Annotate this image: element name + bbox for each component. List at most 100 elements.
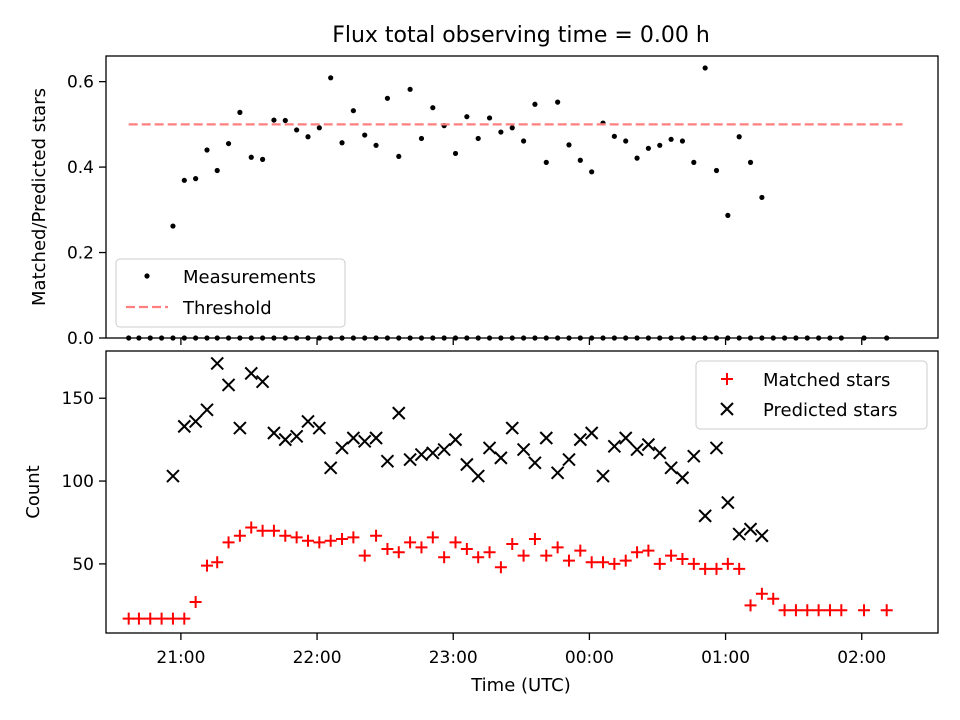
- matched-stars-point: [710, 562, 723, 575]
- predicted-stars-point: [675, 471, 690, 485]
- bottom-y-tick-label: 150: [62, 389, 94, 409]
- measurements-point: [384, 95, 391, 101]
- predicted-stars-point: [221, 378, 236, 392]
- measurements-point: [305, 134, 311, 140]
- matched-stars-point: [370, 529, 383, 542]
- matched-stars-point: [551, 541, 564, 554]
- predicted-stars-point: [584, 426, 599, 440]
- measurements-point: [555, 99, 561, 105]
- predicted-stars-point: [448, 432, 463, 447]
- matched-stars-point: [290, 531, 303, 544]
- measurements-point: [396, 153, 402, 160]
- measurements-point: [702, 65, 708, 71]
- matched-stars-point: [222, 536, 235, 549]
- measurements-point: [181, 177, 187, 183]
- measurements-point: [350, 108, 356, 114]
- matched-stars-point: [801, 604, 814, 617]
- measurements-point: [373, 142, 379, 148]
- bottom-y-tick-label: 50: [72, 555, 94, 575]
- matched-stars-point: [381, 542, 394, 555]
- matched-stars-point: [619, 554, 632, 567]
- predicted-stars-point: [188, 414, 203, 429]
- top-x-ticks: [180, 338, 863, 345]
- top-panel: 0.0 0.2 0.4 0.6 Matched/Predicted stars Mea…: [29, 55, 939, 349]
- bottom-legend: Matched stars Predicted stars: [695, 360, 928, 430]
- bottom-marks: [122, 356, 893, 625]
- matched-stars-point: [301, 534, 314, 547]
- measurements-point: [759, 194, 765, 201]
- predicted-stars-point: [166, 469, 180, 483]
- measurements-point: [328, 75, 334, 81]
- legend-predicted-marker: [720, 402, 734, 416]
- measurements-point: [418, 135, 425, 142]
- legend-predicted-label: Predicted stars: [763, 400, 897, 421]
- matched-stars-point: [313, 536, 326, 549]
- measurements-point: [679, 138, 686, 144]
- matched-stars-point: [211, 556, 224, 569]
- measurements-point: [259, 156, 266, 162]
- matched-stars-point: [540, 549, 553, 562]
- matched-stars-point: [358, 549, 371, 562]
- top-y-axis-label: Matched/Predicted stars: [29, 88, 50, 306]
- top-plot-frame: [105, 55, 939, 339]
- measurements-point: [486, 115, 493, 121]
- predicted-stars-point: [494, 451, 508, 465]
- top-y-tick-label: 0.2: [67, 244, 94, 264]
- predicted-stars-point: [516, 442, 531, 457]
- top-y-tick-label: 0.6: [67, 73, 94, 93]
- measurements-point: [520, 138, 527, 144]
- measurements-point: [736, 134, 742, 140]
- predicted-stars-point: [460, 457, 474, 472]
- predicted-stars-point: [653, 446, 667, 460]
- matched-stars-point: [789, 604, 802, 617]
- measurements-point: [713, 167, 720, 174]
- predicted-stars-point: [414, 447, 429, 462]
- predicted-stars-point: [482, 441, 497, 455]
- top-legend-box: [115, 258, 346, 328]
- measurements-point: [498, 129, 504, 135]
- matched-stars-point: [189, 596, 202, 609]
- matched-stars-point: [404, 536, 417, 549]
- predicted-stars-point: [619, 431, 633, 445]
- top-y-axis: 0.0 0.2 0.4 0.6: [67, 73, 106, 349]
- matched-stars-point: [631, 546, 644, 559]
- predicted-stars-point: [732, 527, 746, 541]
- top-y-tick-label: 0.0: [67, 329, 94, 349]
- measurements-point: [577, 157, 583, 163]
- matched-stars-point: [744, 599, 757, 612]
- measurements-point: [362, 132, 368, 138]
- matched-stars-point: [653, 557, 666, 570]
- x-tick-label: 21:00: [156, 648, 205, 668]
- matched-stars-point: [823, 604, 836, 617]
- measurements-point: [509, 125, 515, 131]
- matched-stars-point: [528, 533, 541, 546]
- matched-stars-point: [324, 534, 337, 547]
- matched-stars-point: [574, 544, 587, 557]
- measurements-point: [339, 140, 345, 146]
- measurements-point: [611, 133, 617, 139]
- predicted-stars-point: [346, 431, 361, 445]
- matched-stars-point: [256, 524, 269, 537]
- measurements-point: [430, 105, 436, 111]
- matched-stars-point: [755, 587, 768, 600]
- matched-stars-point: [721, 557, 734, 570]
- predicted-stars-point: [471, 469, 485, 483]
- bottom-plot-frame: [105, 350, 939, 634]
- predicted-stars-point: [278, 432, 293, 447]
- predicted-stars-point: [289, 429, 304, 444]
- predicted-stars-point: [437, 442, 451, 457]
- matched-stars-point: [267, 524, 280, 537]
- predicted-stars-point: [505, 421, 519, 435]
- predicted-stars-point: [630, 442, 644, 457]
- measurements-point: [566, 142, 572, 148]
- predicted-stars-point: [255, 374, 270, 389]
- matched-stars-point: [336, 533, 349, 546]
- matched-stars-point: [608, 557, 621, 570]
- predicted-stars-point: [528, 456, 542, 470]
- matched-stars-point: [132, 612, 145, 625]
- bottom-y-tick-label: 100: [62, 472, 94, 492]
- matched-stars-point: [155, 612, 168, 625]
- matched-stars-point: [122, 612, 135, 625]
